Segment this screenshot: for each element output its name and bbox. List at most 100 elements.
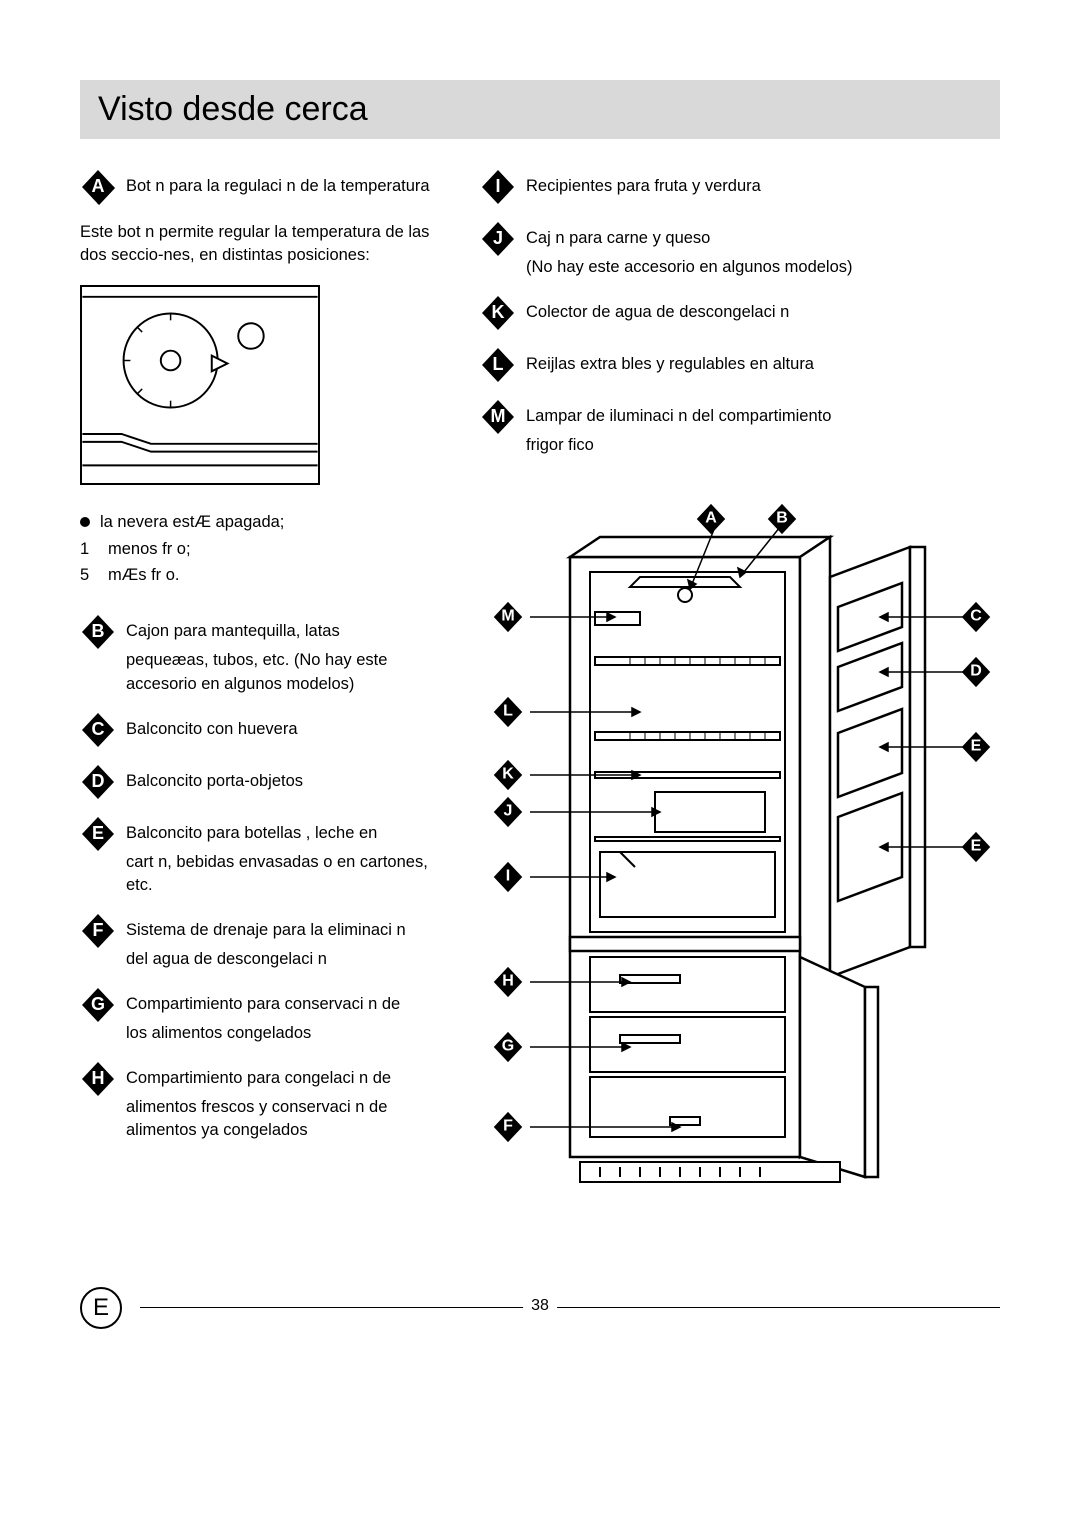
item-F-text: Sistema de drenaje para la eliminaci n d…: [126, 913, 406, 971]
item-L: L Reijlas extra bles y regulables en alt…: [480, 347, 1000, 383]
diamond-K-label: K: [492, 302, 505, 323]
item-I-text: Recipientes para fruta y verdura: [526, 169, 761, 198]
temp-legend: la nevera estÆ apagada; 1 menos fr o; 5 …: [80, 509, 450, 588]
item-E-text: Balconcito para botellas , leche en cart…: [126, 816, 450, 897]
item-H-label: Compartimiento para congelaci n de: [126, 1069, 391, 1087]
item-C: C Balconcito con huevera: [80, 712, 450, 748]
item-B-sub: pequeæas, tubos, etc. (No hay este acces…: [126, 649, 450, 695]
item-I: I Recipientes para fruta y verdura: [480, 169, 1000, 205]
item-L-text: Reijlas extra bles y regulables en altur…: [526, 347, 814, 376]
callout-D: D: [960, 656, 992, 688]
item-J-label: Caj n para carne y queso: [526, 229, 710, 247]
callout-A: A: [695, 503, 727, 535]
page-number: 38: [523, 1297, 557, 1315]
callout-C-icon: C: [960, 601, 992, 633]
para-A: Este bot n permite regular la temperatur…: [80, 221, 450, 267]
callout-I: I: [492, 861, 524, 893]
diamond-D-icon: D: [80, 764, 116, 800]
item-M: M Lampar de iluminaci n del compartimien…: [480, 399, 1000, 457]
diamond-E-label: E: [92, 823, 104, 844]
diamond-L-label: L: [493, 354, 504, 375]
left-column: A Bot n para la regulaci n de la tempera…: [80, 169, 450, 1217]
right-column: I Recipientes para fruta y verdura J Caj…: [480, 169, 1000, 1217]
diamond-B-label: B: [92, 621, 105, 642]
callout-L: L: [492, 696, 524, 728]
diamond-F-label: F: [93, 920, 104, 941]
item-J-sub: (No hay este accesorio en algunos modelo…: [526, 256, 853, 279]
item-M-text: Lampar de iluminaci n del compartimiento…: [526, 399, 831, 457]
diamond-E-icon: E: [80, 816, 116, 852]
item-B: B Cajon para mantequilla, latas pequeæas…: [80, 614, 450, 695]
callout-F-icon: F: [492, 1111, 524, 1143]
item-G-sub: los alimentos congelados: [126, 1022, 400, 1045]
diamond-A-label: A: [92, 176, 105, 197]
callout-J-icon: J: [492, 796, 524, 828]
diamond-D-label: D: [92, 771, 105, 792]
diamond-C-label: C: [92, 719, 105, 740]
item-F-label: Sistema de drenaje para la eliminaci n: [126, 921, 406, 939]
legend-5-text: mÆs fr o.: [108, 562, 180, 588]
fridge-diagram: M L K J I H G: [480, 517, 1000, 1217]
diamond-H-icon: H: [80, 1061, 116, 1097]
callout-B-icon: B: [766, 503, 798, 535]
item-E-sub: cart n, bebidas envasadas o en cartones,…: [126, 851, 450, 897]
legend-off-text: la nevera estÆ apagada;: [100, 509, 284, 535]
item-M-sub: frigor fico: [526, 434, 831, 457]
item-A: A Bot n para la regulaci n de la tempera…: [80, 169, 450, 205]
item-H: H Compartimiento para congelaci n de ali…: [80, 1061, 450, 1142]
item-J: J Caj n para carne y queso (No hay este …: [480, 221, 1000, 279]
footer: E 38: [80, 1287, 1000, 1327]
diamond-C-icon: C: [80, 712, 116, 748]
diamond-H-label: H: [92, 1068, 105, 1089]
item-M-label: Lampar de iluminaci n del compartimiento: [526, 407, 831, 425]
item-E-label: Balconcito para botellas , leche en: [126, 824, 377, 842]
item-J-text: Caj n para carne y queso (No hay este ac…: [526, 221, 853, 279]
item-K: K Colector de agua de descongelaci n: [480, 295, 1000, 331]
item-F-sub: del agua de descongelaci n: [126, 948, 406, 971]
callout-K-icon: K: [492, 759, 524, 791]
item-G-text: Compartimiento para conservaci n de los …: [126, 987, 400, 1045]
diamond-G-icon: G: [80, 987, 116, 1023]
callout-E-icon: E: [960, 731, 992, 763]
item-B-label: Cajon para mantequilla, latas: [126, 622, 340, 640]
callout-E2: E: [960, 831, 992, 863]
callout-E2-icon: E: [960, 831, 992, 863]
callout-B: B: [766, 503, 798, 535]
item-D: D Balconcito porta-objetos: [80, 764, 450, 800]
callout-H: H: [492, 966, 524, 998]
diamond-F-icon: F: [80, 913, 116, 949]
callout-G-icon: G: [492, 1031, 524, 1063]
callout-M: M: [492, 601, 524, 633]
item-B-text: Cajon para mantequilla, latas pequeæas, …: [126, 614, 450, 695]
legend-5: 5 mÆs fr o.: [80, 562, 450, 588]
item-G-label: Compartimiento para conservaci n de: [126, 995, 400, 1013]
callout-L-icon: L: [492, 696, 524, 728]
callout-H-icon: H: [492, 966, 524, 998]
page-title: Visto desde cerca: [98, 90, 982, 129]
callout-I-icon: I: [492, 861, 524, 893]
callout-K: K: [492, 759, 524, 791]
legend-5-num: 5: [80, 562, 98, 588]
callout-M-icon: M: [492, 601, 524, 633]
callout-J: J: [492, 796, 524, 828]
legend-1-num: 1: [80, 536, 98, 562]
diamond-M-icon: M: [480, 399, 516, 435]
diamond-A-icon: A: [80, 169, 116, 205]
item-G: G Compartimiento para conservaci n de lo…: [80, 987, 450, 1045]
thermostat-illustration: [80, 285, 320, 485]
diamond-I-label: I: [495, 176, 500, 197]
item-F: F Sistema de drenaje para la eliminaci n…: [80, 913, 450, 971]
legend-1: 1 menos fr o;: [80, 536, 450, 562]
diamond-I-icon: I: [480, 169, 516, 205]
legend-1-text: menos fr o;: [108, 536, 191, 562]
item-H-sub: alimentos frescos y conservaci n de alim…: [126, 1096, 450, 1142]
content-columns: A Bot n para la regulaci n de la tempera…: [80, 169, 1000, 1217]
item-A-text: Bot n para la regulaci n de la temperatu…: [126, 169, 430, 198]
callout-A-icon: A: [695, 503, 727, 535]
manual-page: Visto desde cerca A Bot n para la regula…: [0, 0, 1080, 1367]
callout-D-icon: D: [960, 656, 992, 688]
footer-lang-badge: E: [80, 1287, 122, 1329]
diamond-G-label: G: [91, 994, 105, 1015]
diamond-K-icon: K: [480, 295, 516, 331]
diamond-J-icon: J: [480, 221, 516, 257]
